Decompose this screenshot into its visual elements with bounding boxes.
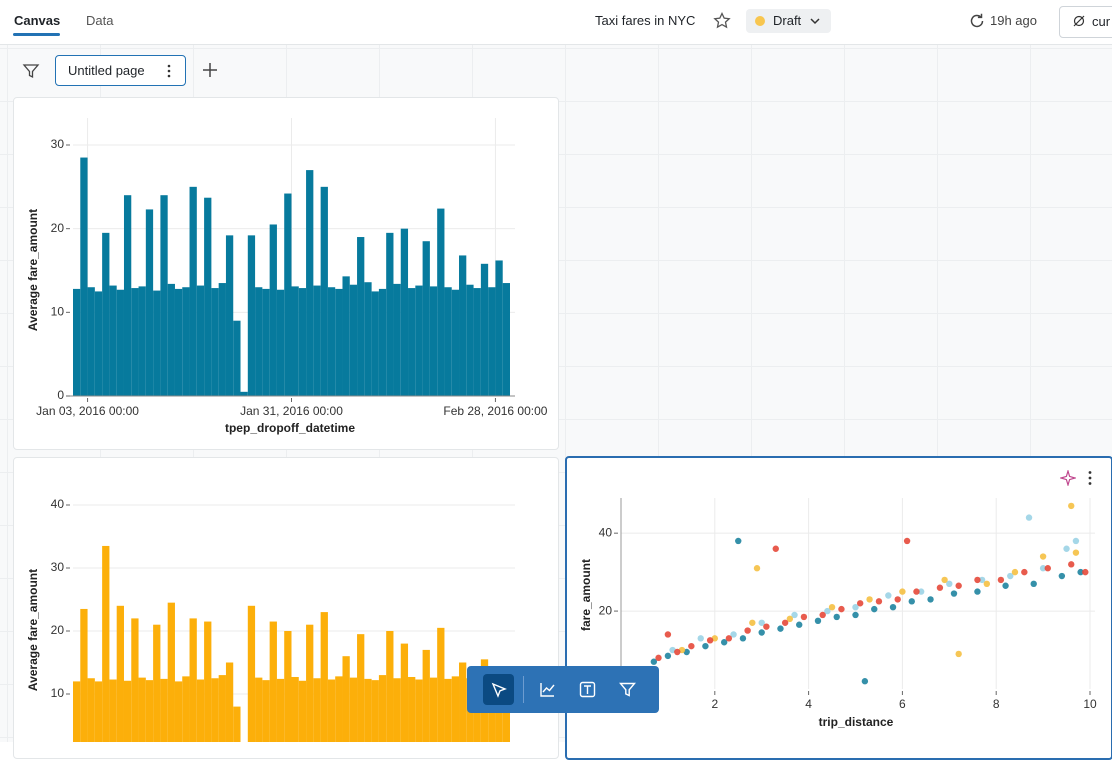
refresh-icon[interactable]	[968, 12, 986, 30]
action-button[interactable]: cur	[1059, 6, 1112, 38]
status-pill[interactable]: Draft	[746, 9, 831, 33]
divider	[523, 676, 524, 703]
star-icon[interactable]	[713, 12, 731, 30]
top-bar: Canvas Data Taxi fares in NYC Draft 19h …	[0, 0, 1112, 45]
widget-card[interactable]	[13, 457, 559, 759]
widget-card[interactable]	[13, 97, 559, 450]
status-dot	[755, 16, 765, 26]
updated-time: 19h ago	[990, 13, 1037, 28]
widget-card-selected[interactable]	[565, 456, 1112, 760]
floating-toolbar	[467, 666, 659, 713]
page-tab[interactable]: Untitled page	[55, 55, 186, 86]
select-tool[interactable]	[483, 674, 514, 705]
chevron	[810, 18, 820, 25]
assistant-icon[interactable]	[1060, 470, 1076, 486]
filter-icon[interactable]	[22, 62, 40, 80]
tab[interactable]: Data	[86, 13, 114, 28]
tab-indicator	[13, 33, 60, 36]
cursor-icon	[491, 682, 507, 698]
status-text: Draft	[773, 13, 802, 28]
page-tab-label: Untitled page	[68, 63, 145, 78]
button-label: cur	[1092, 14, 1111, 29]
button-icon	[1073, 15, 1085, 27]
dashboard-title[interactable]: Taxi fares in NYC	[595, 13, 696, 28]
chart-tool[interactable]	[539, 681, 556, 698]
kebab-icon[interactable]	[1087, 470, 1093, 486]
tab[interactable]: Canvas	[14, 13, 61, 28]
filter-tool[interactable]	[619, 681, 636, 698]
add-page-icon[interactable]	[201, 61, 219, 79]
text-tool[interactable]	[579, 681, 596, 698]
kebab-icon[interactable]	[166, 64, 172, 78]
